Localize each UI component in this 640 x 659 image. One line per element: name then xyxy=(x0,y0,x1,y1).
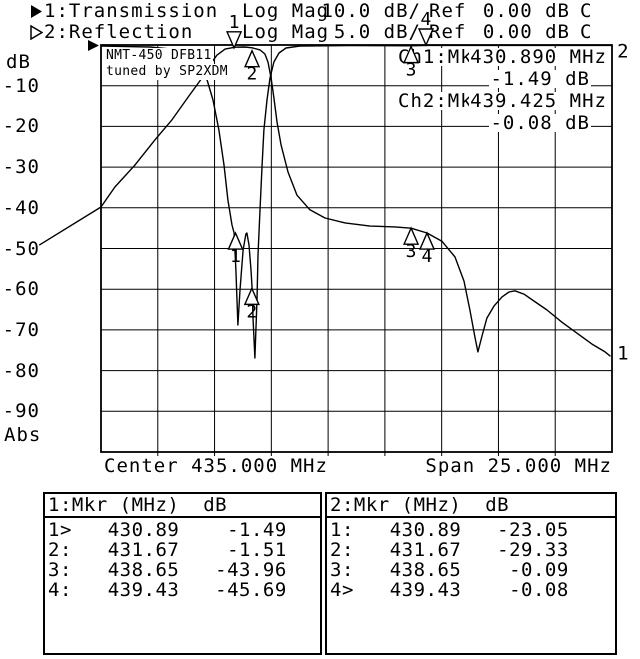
y-axis-unit-label: dB xyxy=(6,51,31,73)
plot-title-line2: tuned by SP2XDM xyxy=(105,64,229,80)
marker-table-ch2: 2:Mkr (MHz) dB 1: 430.89 -23.05 2: 431.6… xyxy=(325,492,617,655)
trace-end-label-1: 1 xyxy=(617,342,628,364)
readout-ch2-value: -0.08 dB xyxy=(489,112,591,134)
channel2-scale: 5.0 dB/ xyxy=(333,21,421,43)
readout-ch1-frequency: 430.890 MHz xyxy=(469,46,608,68)
readout-ch2-frequency: 439.425 MHz xyxy=(469,90,608,112)
channel1-ref-value: 0.00 dB xyxy=(482,0,570,22)
span-label: Span 25.000 MHz xyxy=(425,455,612,477)
channel2-ref-value: 0.00 dB xyxy=(482,21,570,43)
marker-table-ch2-rows: 1: 430.89 -23.05 2: 431.67 -29.33 3: 438… xyxy=(330,519,569,601)
y-tick-label--50: -50 xyxy=(2,238,40,260)
channel2-label: 2:Reflection xyxy=(44,21,194,43)
trace-end-label-2: 2 xyxy=(617,40,628,62)
channel1-scale: 10.0 dB/ xyxy=(321,0,421,22)
channel2-header-row xyxy=(30,24,44,43)
channel2-ref-label: Ref xyxy=(429,21,467,43)
center-frequency-label: Center 435.000 MHz xyxy=(104,455,328,477)
trace-reflection xyxy=(100,44,613,359)
y-axis-bottom-label: Abs xyxy=(4,424,42,446)
y-tick-label--60: -60 xyxy=(2,278,40,300)
marker-table-ch1-header: 1:Mkr (MHz) dB xyxy=(45,494,320,518)
y-tick-label--80: -80 xyxy=(2,360,40,382)
channel2-format: Log Mag xyxy=(242,21,330,43)
marker-table-ch1: 1:Mkr (MHz) dB 1> 430.89 -1.49 2: 431.67… xyxy=(43,492,322,655)
channel1-cal-indicator: C xyxy=(580,0,593,22)
plot-title-line1: NMT-450 DFB11 xyxy=(105,48,213,64)
y-tick-label--20: -20 xyxy=(2,115,40,137)
channel2-selector-icon xyxy=(30,24,44,41)
y-tick-label--10: -10 xyxy=(2,75,40,97)
marker-table-ch2-header: 2:Mkr (MHz) dB xyxy=(327,494,615,518)
channel1-selector-icon xyxy=(31,5,42,18)
channel2-cal-indicator: C xyxy=(580,21,593,43)
y-tick-label--90: -90 xyxy=(2,400,40,422)
channel1-header-row xyxy=(30,4,43,22)
readout-ch1-value: -1.49 dB xyxy=(489,68,591,90)
y-tick-label--40: -40 xyxy=(2,197,40,219)
channel1-ref-label: Ref xyxy=(429,0,467,22)
y-tick-label--70: -70 xyxy=(2,319,40,341)
channel1-format: Log Mag xyxy=(242,0,330,22)
y-tick-label--30: -30 xyxy=(2,156,40,178)
marker-table-ch1-rows: 1> 430.89 -1.49 2: 431.67 -1.51 3: 438.6… xyxy=(48,519,287,601)
channel1-label: 1:Transmission xyxy=(44,0,219,22)
